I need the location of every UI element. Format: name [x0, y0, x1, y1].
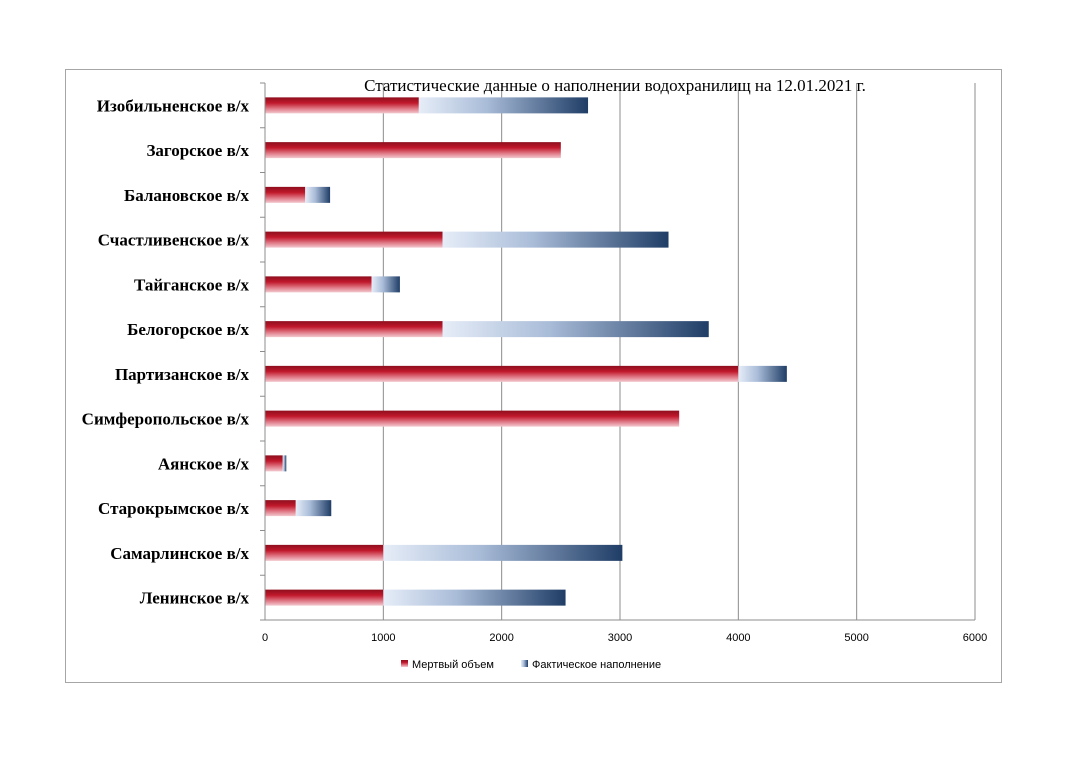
bar-dead-volume — [265, 455, 283, 472]
bar-actual-filling — [295, 500, 332, 517]
x-tick-label: 6000 — [963, 632, 987, 644]
bar-dead-volume — [265, 589, 384, 606]
x-tick-label: 2000 — [489, 632, 513, 644]
category-label: Счастливенское в/х — [98, 231, 250, 250]
bar-actual-filling — [371, 276, 400, 293]
x-tick-label: 5000 — [844, 632, 868, 644]
bar-actual-filling — [305, 186, 331, 203]
bar-dead-volume — [265, 276, 372, 293]
legend-swatch — [521, 660, 528, 667]
bar-dead-volume — [265, 365, 739, 382]
category-label: Партизанское в/х — [115, 365, 250, 384]
bar-actual-filling — [282, 455, 287, 472]
bar-dead-volume — [265, 321, 443, 338]
category-label: Изобильненское в/х — [97, 96, 250, 115]
category-label: Балановское в/х — [124, 186, 250, 205]
bar-dead-volume — [265, 231, 443, 248]
bar-actual-filling — [418, 97, 589, 114]
category-label: Аянское в/х — [158, 454, 250, 473]
bar-actual-filling — [442, 231, 669, 248]
bar-dead-volume — [265, 142, 561, 159]
bar-actual-filling — [383, 544, 623, 561]
category-label: Загорское в/х — [146, 141, 249, 160]
bar-dead-volume — [265, 500, 296, 517]
chart-title: Статистические данные о наполнении водох… — [364, 76, 866, 95]
legend-label: Фактическое наполнение — [532, 659, 661, 671]
bar-actual-filling — [383, 589, 566, 606]
bar-actual-filling — [738, 365, 787, 382]
bar-dead-volume — [265, 97, 419, 114]
x-tick-label: 4000 — [726, 632, 750, 644]
legend-swatch — [401, 660, 408, 667]
chart-frame — [65, 69, 1002, 683]
category-label: Тайганское в/х — [134, 275, 250, 294]
x-tick-label: 0 — [262, 632, 268, 644]
category-label: Самарлинское в/х — [110, 544, 249, 563]
category-label: Старокрымское в/х — [98, 499, 249, 518]
category-label: Белогорское в/х — [127, 320, 249, 339]
bar-dead-volume — [265, 186, 306, 203]
category-label: Симферопольское в/х — [82, 410, 250, 429]
x-tick-label: 3000 — [608, 632, 632, 644]
category-label: Ленинское в/х — [140, 589, 250, 608]
bar-actual-filling — [442, 321, 709, 338]
x-tick-label: 1000 — [371, 632, 395, 644]
bar-dead-volume — [265, 410, 680, 427]
legend-label: Мертвый объем — [412, 659, 494, 671]
bar-dead-volume — [265, 544, 384, 561]
